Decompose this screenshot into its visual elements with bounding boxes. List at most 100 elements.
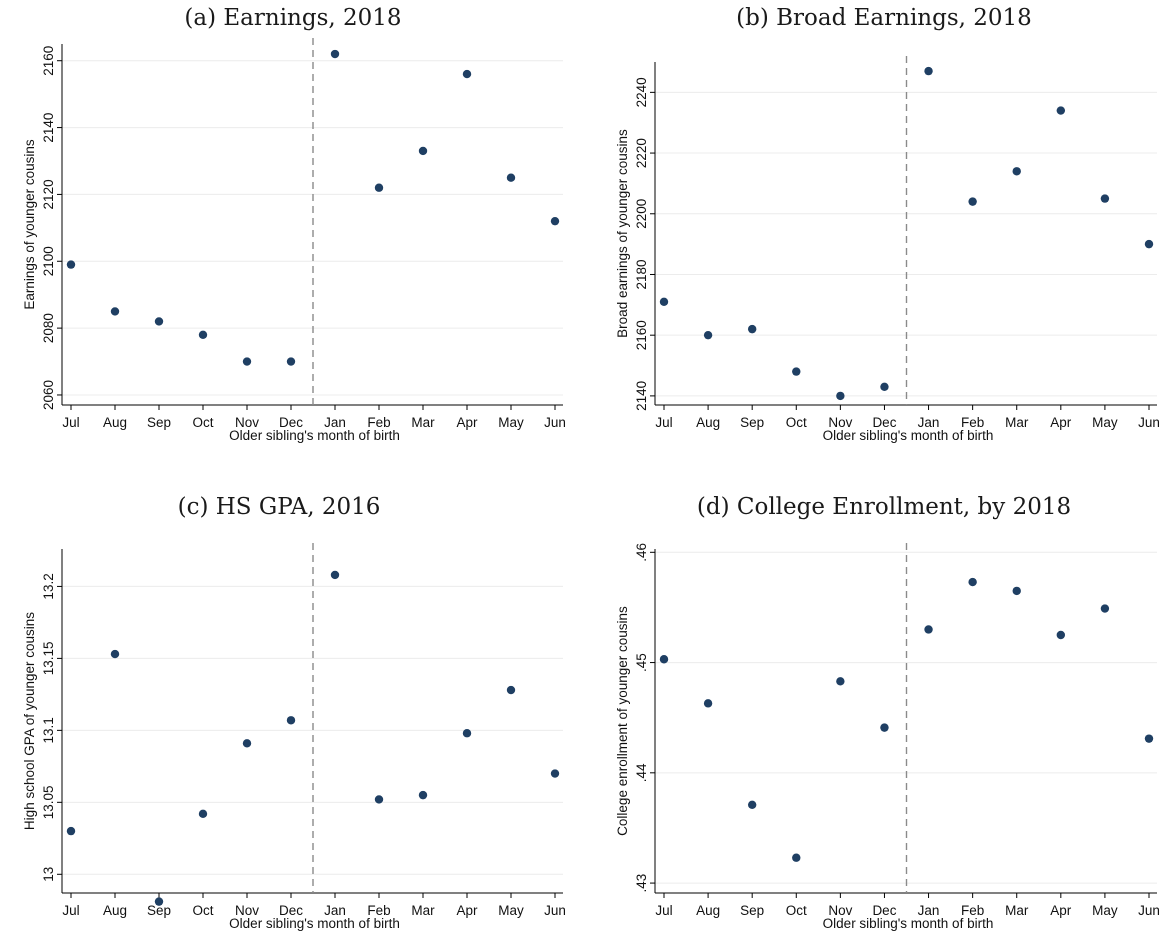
- y-tick-label: 2060: [41, 380, 56, 410]
- data-point: [462, 69, 472, 79]
- x-tick-label: Dec: [872, 903, 896, 918]
- x-tick-label: Aug: [696, 903, 720, 918]
- x-tick-label: Sep: [147, 903, 171, 918]
- x-tick-label: Oct: [192, 415, 213, 430]
- x-tick-label: Feb: [961, 415, 984, 430]
- x-tick-label: Aug: [103, 415, 127, 430]
- y-axis-label: Broad earnings of younger cousins: [615, 129, 630, 338]
- y-tick-label: .44: [634, 763, 649, 782]
- y-tick-label: 2100: [41, 246, 56, 276]
- data-point: [880, 382, 889, 391]
- data-point: [374, 183, 384, 192]
- data-point: [110, 649, 120, 659]
- data-point: [792, 853, 801, 862]
- chart-panel-2: (b) Broad Earnings, 2018 2140 2160 2180 2200…: [615, 5, 1160, 443]
- x-axis-label: Older sibling's month of birth: [229, 428, 400, 443]
- data-point: [880, 723, 889, 732]
- data-point: [242, 357, 252, 366]
- x-tick-label: Apr: [1050, 415, 1072, 430]
- x-tick-label: May: [498, 903, 524, 918]
- data-point: [286, 716, 296, 725]
- data-point: [968, 197, 977, 206]
- x-tick-label: Nov: [828, 415, 852, 430]
- data-point: [968, 577, 977, 587]
- data-point: [703, 699, 713, 708]
- data-point: [154, 317, 164, 326]
- y-tick-label: 13.2: [41, 573, 56, 599]
- y-tick-label: 2160: [41, 46, 56, 76]
- x-axis-label: Older sibling's month of birth: [823, 916, 994, 931]
- chart-panel-1: (a) Earnings, 2018 2060 2080 2100 2120 2140 21…: [22, 5, 566, 443]
- data-point: [198, 330, 208, 340]
- chart-title: (d) College Enrollment, by 2018: [697, 494, 1071, 520]
- y-tick-label: 2140: [41, 113, 56, 143]
- data-point: [550, 769, 560, 778]
- x-tick-label: Oct: [192, 903, 213, 918]
- y-tick-label: 13.1: [41, 717, 56, 743]
- y-tick-label: 13: [41, 867, 56, 882]
- x-tick-label: Jun: [1138, 415, 1160, 430]
- x-tick-label: Sep: [740, 415, 764, 430]
- data-point: [659, 297, 669, 306]
- data-point: [747, 324, 757, 334]
- data-point: [1056, 106, 1066, 115]
- x-tick-label: Dec: [279, 903, 303, 918]
- x-tick-label: Aug: [696, 415, 720, 430]
- data-point: [1100, 604, 1110, 613]
- data-point: [66, 260, 76, 269]
- chart-title: (a) Earnings, 2018: [184, 5, 401, 31]
- data-point: [1144, 239, 1154, 249]
- x-axis-label: Older sibling's month of birth: [229, 916, 400, 931]
- data-point: [1012, 167, 1021, 176]
- data-point: [506, 685, 516, 695]
- chart-title: (b) Broad Earnings, 2018: [736, 5, 1032, 31]
- x-tick-label: Jul: [655, 903, 672, 918]
- data-point: [506, 173, 516, 182]
- x-axis-label: Older sibling's month of birth: [823, 428, 994, 443]
- x-tick-label: Apr: [1050, 903, 1072, 918]
- x-tick-label: Mar: [1005, 903, 1029, 918]
- data-point: [1100, 194, 1110, 203]
- y-tick-label: 2160: [634, 320, 649, 350]
- x-tick-label: Apr: [456, 415, 478, 430]
- data-point: [154, 897, 164, 906]
- data-point: [924, 625, 933, 634]
- x-tick-label: Jul: [62, 415, 79, 430]
- data-point: [1144, 734, 1154, 743]
- x-tick-label: Oct: [786, 415, 807, 430]
- data-point: [1012, 586, 1021, 596]
- x-tick-label: Jun: [544, 903, 566, 918]
- chart-panel-3: (c) HS GPA, 2016 13 13.05 13.1 13.15 13.2 Jul A…: [22, 494, 566, 931]
- x-tick-label: Oct: [786, 903, 807, 918]
- x-tick-label: Jan: [918, 415, 940, 430]
- y-tick-label: 2120: [41, 179, 56, 209]
- y-axis-label: Earnings of younger cousins: [22, 139, 37, 310]
- y-tick-label: 2180: [634, 259, 649, 289]
- x-tick-label: Jun: [544, 415, 566, 430]
- x-tick-label: Nov: [828, 903, 852, 918]
- x-tick-label: Feb: [367, 415, 390, 430]
- y-axis-label: High school GPA of younger cousins: [22, 612, 37, 830]
- data-point: [924, 66, 933, 76]
- data-point: [110, 307, 120, 316]
- data-point: [198, 809, 208, 819]
- x-tick-label: Sep: [740, 903, 764, 918]
- data-point: [330, 570, 340, 580]
- x-tick-label: May: [1092, 903, 1118, 918]
- data-point: [703, 330, 713, 340]
- x-tick-label: Mar: [1005, 415, 1029, 430]
- data-point: [550, 216, 560, 226]
- x-tick-label: May: [498, 415, 524, 430]
- data-point: [1056, 630, 1066, 640]
- x-tick-label: Jul: [655, 415, 672, 430]
- y-tick-label: 2200: [634, 199, 649, 229]
- x-tick-label: Dec: [279, 415, 303, 430]
- x-tick-label: May: [1092, 415, 1118, 430]
- x-tick-label: Aug: [103, 903, 127, 918]
- data-point: [836, 391, 845, 401]
- x-tick-label: Feb: [961, 903, 984, 918]
- x-tick-label: Dec: [872, 415, 896, 430]
- y-tick-label: 2140: [634, 381, 649, 411]
- x-tick-label: Jun: [1138, 903, 1160, 918]
- data-point: [462, 729, 472, 738]
